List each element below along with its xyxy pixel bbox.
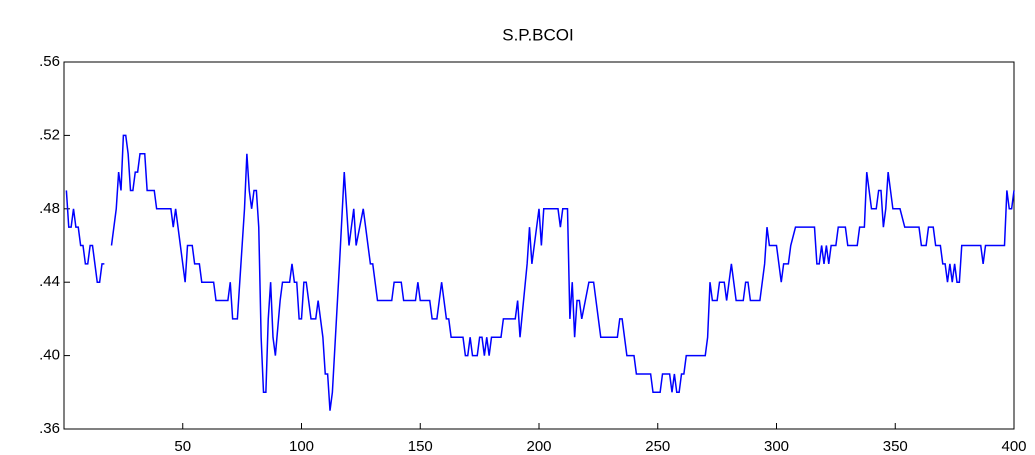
y-tick-label: .48 (39, 200, 60, 217)
data-line (65, 134, 1015, 411)
x-tick-label: 100 (289, 438, 314, 455)
y-tick-label: .52 (39, 126, 60, 143)
x-tick-label: 150 (408, 438, 433, 455)
plot-frame (63, 61, 1015, 430)
y-tick-label: .44 (39, 273, 60, 290)
x-tick-label: 200 (526, 438, 551, 455)
x-tick-label: 300 (764, 438, 789, 455)
x-tick-label: 250 (645, 438, 670, 455)
y-tick-label: .56 (39, 53, 60, 70)
x-tick-label: 50 (174, 438, 191, 455)
x-tick-label: 400 (1001, 438, 1026, 455)
chart-title: S.P.BCOI (502, 25, 574, 44)
y-tick-label: .40 (39, 347, 60, 364)
y-tick-label: .36 (39, 420, 60, 437)
x-tick-label: 350 (883, 438, 908, 455)
